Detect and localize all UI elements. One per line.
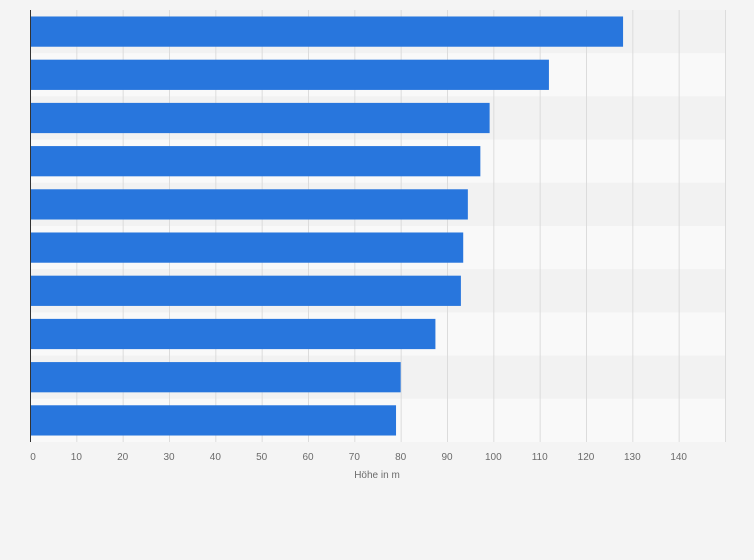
bars (30, 16, 624, 436)
bar-1[interactable] (30, 16, 624, 47)
x-tick-label-110: 110 (532, 452, 548, 463)
x-tick-label-80: 80 (395, 452, 407, 463)
bar-6[interactable] (30, 232, 464, 263)
x-tick-label-90: 90 (441, 452, 453, 463)
bar-7[interactable] (30, 275, 461, 306)
x-tick-label-30: 30 (163, 452, 175, 463)
x-tick-label-50: 50 (256, 452, 268, 463)
x-tick-label-140: 140 (670, 452, 687, 463)
bar-8[interactable] (30, 318, 436, 350)
x-tick-label-10: 10 (71, 452, 83, 463)
x-tick-label-60: 60 (302, 452, 314, 463)
bar-2[interactable] (30, 59, 549, 90)
x-tick-label-40: 40 (210, 452, 222, 463)
bar-5[interactable] (30, 189, 468, 220)
bar-10[interactable] (30, 405, 397, 436)
x-tick-labels: 0 10 20 30 40 50 60 70 80 90 100 110 120 130 140 (30, 452, 687, 463)
x-tick-label-100: 100 (485, 452, 502, 463)
bar-3[interactable] (30, 102, 490, 134)
x-tick-label-130: 130 (624, 452, 641, 463)
bar-9[interactable] (30, 362, 401, 393)
x-tick-label-0: 0 (30, 452, 36, 463)
x-axis-title: Höhe in m (354, 470, 400, 481)
x-tick-label-70: 70 (349, 452, 361, 463)
x-tick-label-20: 20 (117, 452, 129, 463)
bar-4[interactable] (30, 146, 481, 177)
x-tick-label-120: 120 (578, 452, 595, 463)
